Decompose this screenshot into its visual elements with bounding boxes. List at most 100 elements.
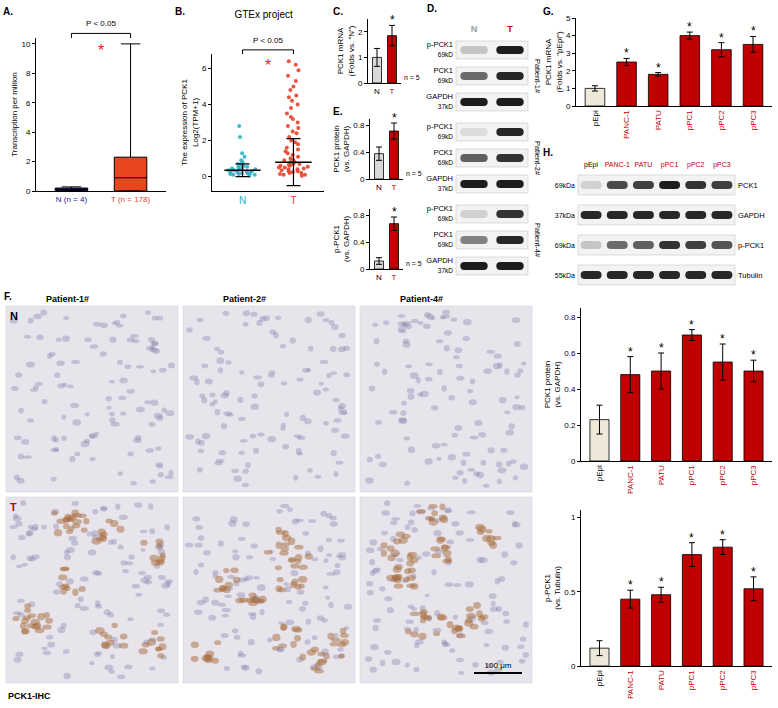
svg-text:4: 4: [26, 128, 31, 137]
svg-text:T: T: [290, 195, 296, 206]
svg-text:Tubulin: Tubulin: [738, 271, 762, 280]
svg-text:pPC3: pPC3: [749, 110, 758, 131]
svg-text:0.8: 0.8: [353, 121, 365, 130]
svg-text:0: 0: [358, 79, 363, 88]
svg-text:*: *: [628, 345, 633, 359]
svg-text:T: T: [392, 273, 397, 282]
svg-text:*: *: [628, 578, 633, 592]
svg-text:69kDa: 69kDa: [555, 182, 575, 189]
svg-text:GTEx project: GTEx project: [234, 9, 293, 20]
svg-text:1: 1: [571, 513, 576, 522]
svg-text:0.6: 0.6: [564, 349, 576, 358]
svg-text:8: 8: [26, 69, 31, 78]
svg-text:PATU: PATU: [657, 670, 666, 690]
svg-text:0: 0: [26, 187, 31, 196]
svg-text:*: *: [689, 318, 694, 332]
svg-text:p-PCK1: p-PCK1: [738, 241, 764, 250]
svg-text:69kD: 69kD: [438, 241, 453, 248]
svg-text:1: 1: [566, 84, 571, 93]
svg-text:N: N: [374, 87, 380, 96]
svg-text:PANC-1: PANC-1: [626, 465, 635, 494]
svg-text:Patient-2#: Patient-2#: [223, 294, 266, 304]
svg-text:69kD: 69kD: [438, 133, 453, 140]
svg-text:*: *: [687, 20, 692, 34]
svg-text:N: N: [10, 310, 18, 322]
svg-text:*: *: [689, 531, 694, 545]
svg-text:*: *: [720, 528, 725, 542]
svg-text:Patient-4#: Patient-4#: [400, 294, 443, 304]
svg-text:H.: H.: [543, 147, 553, 158]
svg-text:2: 2: [358, 28, 363, 37]
svg-text:PANC-1: PANC-1: [622, 110, 631, 139]
svg-text:0: 0: [202, 172, 207, 181]
svg-text:PCK1: PCK1: [433, 230, 453, 239]
svg-text:2: 2: [202, 136, 207, 145]
svg-text:PCK1: PCK1: [433, 148, 453, 157]
svg-text:pPC1: pPC1: [685, 110, 694, 131]
svg-text:pPC1: pPC1: [688, 670, 697, 691]
svg-text:55kDa: 55kDa: [555, 272, 575, 279]
svg-text:PATU: PATU: [635, 161, 653, 168]
svg-text:T: T: [10, 501, 17, 513]
svg-text:GAPDH: GAPDH: [738, 211, 765, 220]
svg-text:2: 2: [26, 157, 31, 166]
svg-text:PCK1-IHC: PCK1-IHC: [8, 691, 51, 701]
svg-text:*: *: [624, 46, 629, 60]
svg-text:PCK1 protein(vs. GAPDH): PCK1 protein(vs. GAPDH): [332, 125, 351, 173]
svg-text:PANC-1: PANC-1: [605, 161, 630, 168]
svg-text:PCK1 mRNA(Folds vs. "pEpi"): PCK1 mRNA(Folds vs. "pEpi"): [544, 31, 563, 93]
svg-text:GAPDH: GAPDH: [426, 174, 453, 183]
svg-text:B.: B.: [175, 6, 185, 17]
svg-text:*: *: [751, 565, 756, 579]
svg-text:Patient-4#: Patient-4#: [533, 223, 542, 258]
svg-text:pPC2: pPC2: [687, 161, 705, 169]
svg-text:4: 4: [202, 100, 207, 109]
svg-text:37kD: 37kD: [438, 103, 453, 110]
svg-text:pPC2: pPC2: [718, 670, 727, 691]
svg-text:0.4: 0.4: [353, 238, 365, 247]
svg-text:*: *: [751, 348, 756, 362]
svg-text:A.: A.: [3, 6, 13, 17]
svg-text:*: *: [659, 341, 664, 355]
svg-text:pEpi: pEpi: [595, 465, 604, 481]
svg-text:pPC3: pPC3: [749, 670, 758, 691]
svg-text:p-PCK1: p-PCK1: [427, 204, 453, 213]
svg-text:*: *: [392, 205, 397, 219]
svg-text:0: 0: [566, 102, 571, 111]
svg-text:PCK1 protein(vs. GAPDH): PCK1 protein(vs. GAPDH): [543, 361, 562, 409]
svg-text:37kDa: 37kDa: [555, 212, 575, 219]
svg-text:p-PCK1(vs. Tubulin): p-PCK1(vs. Tubulin): [543, 566, 562, 610]
svg-text:E.: E.: [333, 106, 343, 117]
svg-text:*: *: [392, 111, 397, 125]
svg-text:6: 6: [202, 64, 207, 73]
svg-text:69kDa: 69kDa: [555, 242, 575, 249]
svg-text:pPC1: pPC1: [688, 465, 697, 486]
svg-text:pEpi: pEpi: [591, 110, 600, 126]
svg-text:*: *: [98, 42, 104, 59]
svg-text:69kD: 69kD: [438, 159, 453, 166]
svg-text:T (n = 178): T (n = 178): [111, 195, 151, 204]
svg-text:pPC3: pPC3: [749, 465, 758, 486]
svg-text:0: 0: [360, 175, 365, 184]
svg-text:N: N: [376, 273, 382, 282]
svg-text:0.5: 0.5: [564, 588, 576, 597]
svg-text:100 μm: 100 μm: [485, 661, 512, 670]
svg-text:The expression of PCK1Log2(TPM: The expression of PCK1Log2(TPM+1): [180, 79, 199, 166]
svg-text:0.4: 0.4: [353, 148, 365, 157]
svg-text:P < 0.05: P < 0.05: [253, 36, 283, 45]
svg-text:pPC2: pPC2: [718, 465, 727, 486]
svg-text:N: N: [376, 183, 382, 192]
svg-text:n = 5: n = 5: [406, 170, 422, 177]
svg-text:37kD: 37kD: [438, 267, 453, 274]
svg-text:p-PCK1(vs. GAPDH): p-PCK1(vs. GAPDH): [332, 216, 351, 263]
svg-text:C.: C.: [333, 6, 343, 17]
svg-text:N (n = 4): N (n = 4): [56, 195, 88, 204]
svg-text:Patient-2#: Patient-2#: [533, 141, 542, 176]
svg-text:0: 0: [571, 457, 576, 466]
svg-text:GAPDH: GAPDH: [426, 256, 453, 265]
svg-text:n = 5: n = 5: [406, 260, 422, 267]
svg-text:N: N: [239, 195, 246, 206]
svg-text:0.4: 0.4: [564, 385, 576, 394]
svg-text:PATU: PATU: [654, 110, 663, 130]
svg-text:pPC2: pPC2: [717, 110, 726, 131]
